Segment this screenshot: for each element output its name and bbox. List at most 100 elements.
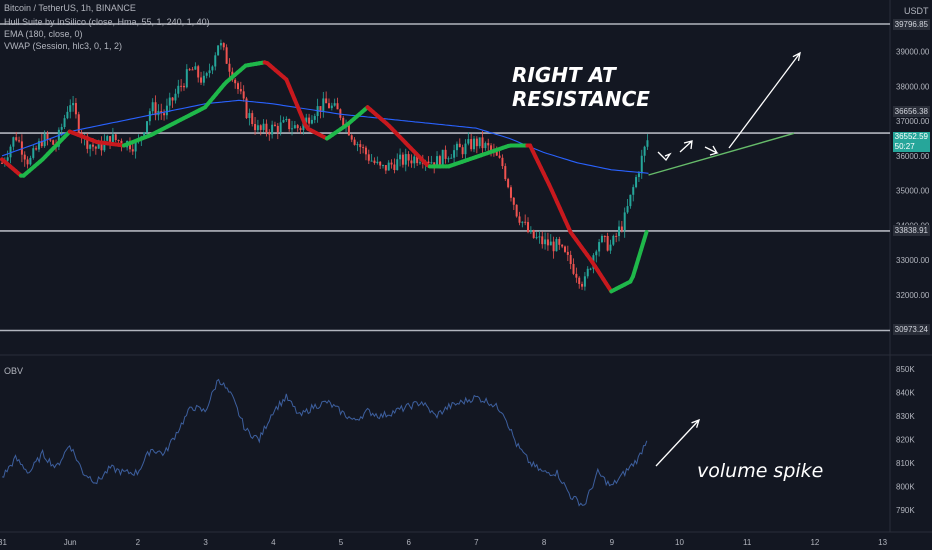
price-tag-30973: 30973.24 — [892, 324, 930, 335]
obv-axis-tick-label: 790K — [896, 506, 915, 515]
volume-spike-annotation: volume spike — [697, 460, 824, 482]
candle-body — [529, 230, 532, 233]
candle-body — [413, 156, 416, 164]
time-axis-tick-label: 7 — [474, 538, 479, 547]
candle-body — [293, 125, 296, 129]
price-axis-tick-label: 33000.00 — [896, 256, 930, 265]
candle-body — [458, 143, 461, 148]
zigzag-arrow-3[interactable] — [704, 145, 719, 156]
obv-up-arrow[interactable] — [655, 418, 701, 467]
candle-body — [120, 140, 123, 146]
candle-body — [603, 235, 606, 237]
zigzag-arrow-1[interactable] — [657, 151, 672, 162]
obv-axis-tick-label: 850K — [896, 365, 915, 374]
candle-body — [302, 122, 305, 131]
price-tag-36656: 36656.38 — [892, 106, 930, 117]
long-up-arrow[interactable] — [728, 51, 801, 149]
candle-body — [228, 63, 231, 72]
candle-body — [467, 139, 470, 144]
candle-body — [410, 160, 413, 164]
hull-suite-legend[interactable]: Hull Suite by InSilico (close, Hma, 55, … — [4, 17, 210, 27]
candle-body — [197, 66, 200, 78]
candle-body — [464, 143, 467, 155]
candle-body — [66, 111, 69, 119]
candle-body — [74, 103, 77, 115]
candle-body — [515, 204, 518, 217]
candle-body — [180, 85, 183, 87]
candle-body — [382, 165, 385, 167]
candle-body — [509, 187, 512, 198]
candle-body — [629, 194, 632, 207]
candle-body — [202, 75, 205, 83]
time-axis-tick-label: 10 — [675, 538, 684, 547]
candle-body — [276, 125, 279, 133]
candle-body — [640, 155, 643, 174]
candle-body — [447, 158, 450, 160]
candle-body — [194, 66, 197, 70]
candle-body — [271, 124, 274, 135]
candle-body — [481, 137, 484, 149]
price-axis-tick-label: 36000.00 — [896, 152, 930, 161]
candle-body — [251, 113, 254, 125]
candle-body — [558, 238, 561, 245]
candle-body — [347, 123, 350, 136]
candle-body — [441, 149, 444, 167]
candle-body — [330, 105, 333, 109]
candle-body — [89, 144, 92, 149]
zigzag-arrow-2-line — [679, 140, 693, 153]
candle-body — [401, 154, 404, 165]
candle-body — [490, 145, 493, 151]
candle-body — [575, 273, 578, 278]
symbol-legend[interactable]: Bitcoin / TetherUS, 1h, BINANCE — [4, 3, 136, 13]
candle-body — [106, 136, 109, 141]
candle-body — [339, 109, 342, 118]
candle-body — [177, 85, 180, 94]
candle-body — [111, 134, 114, 145]
candle-body — [538, 236, 541, 238]
zigzag-arrow-3-line — [704, 145, 719, 156]
candle-body — [282, 120, 285, 123]
candle-body — [18, 140, 21, 142]
candle-body — [94, 146, 97, 149]
candle-body — [379, 161, 382, 166]
zigzag-arrow-1-line — [657, 151, 672, 162]
candle-body — [632, 187, 635, 195]
candle-body — [285, 118, 288, 121]
candle-body — [646, 140, 649, 147]
candle-body — [319, 106, 322, 112]
candle-body — [103, 140, 106, 151]
candle-body — [151, 102, 154, 112]
candle-body — [589, 268, 592, 270]
candle-body — [615, 235, 618, 237]
candle-body — [327, 103, 330, 109]
candle-body — [160, 111, 163, 114]
candle-body — [20, 141, 23, 155]
candle-body — [239, 89, 242, 92]
time-axis-tick-label: 11 — [743, 538, 752, 547]
candle-body — [407, 154, 410, 161]
candle-body — [404, 154, 407, 165]
ema-legend[interactable]: EMA (180, close, 0) — [4, 29, 83, 39]
candle-body — [583, 276, 586, 287]
grid-lines — [0, 0, 932, 533]
candle-body — [498, 155, 501, 158]
candle-body — [527, 222, 530, 233]
candle-body — [418, 162, 421, 164]
time-axis-tick-label: 3 — [203, 538, 208, 547]
candle-body — [569, 254, 572, 264]
vwap-legend[interactable]: VWAP (Session, hlc3, 0, 1, 2) — [4, 41, 123, 51]
time-axis-tick-label: 9 — [610, 538, 615, 547]
obv-legend[interactable]: OBV — [4, 366, 24, 376]
zigzag-arrow-2[interactable] — [679, 140, 693, 153]
price-axis-tick-label: 37000.00 — [896, 117, 930, 126]
time-axis-tick-label: 6 — [406, 538, 411, 547]
candle-body — [35, 148, 38, 150]
candle-body — [248, 113, 251, 119]
projection-trend-line[interactable] — [648, 132, 795, 176]
candle-body — [279, 122, 282, 133]
candle-body — [620, 226, 623, 231]
candle-body — [637, 173, 640, 178]
time-axis-tick-label: 12 — [810, 538, 819, 547]
current-price: 36552.59 — [894, 132, 928, 141]
